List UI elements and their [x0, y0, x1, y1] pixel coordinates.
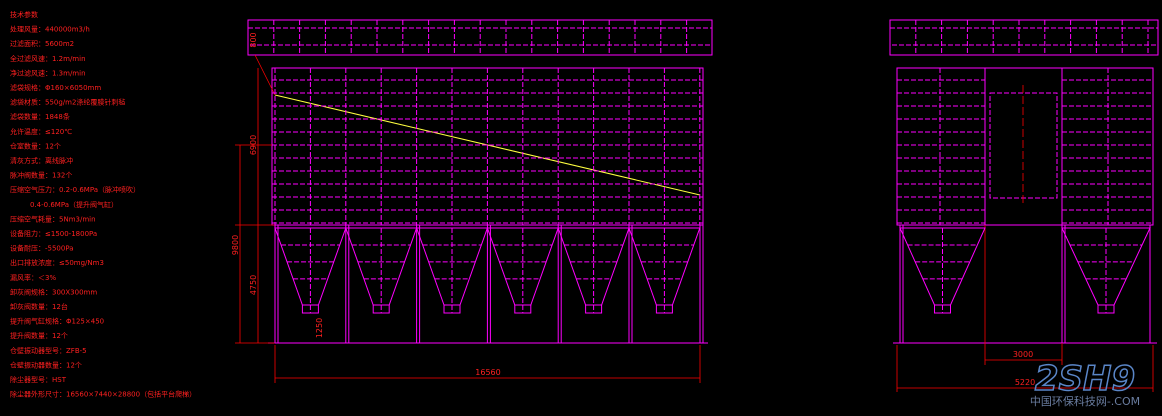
- spec-item: 清灰方式：离线脉冲: [10, 156, 73, 165]
- dim-total: 9800: [231, 235, 240, 255]
- door-frame: [984, 67, 1063, 226]
- bag-house: [896, 67, 1154, 226]
- spec-item: 过滤面积：5600m2: [10, 39, 74, 48]
- dimensions: 800 6900 9800 4750 1250 16560 3000 5220: [231, 32, 1154, 392]
- spec-item: 全过滤风速：1.2m/min: [10, 54, 86, 63]
- spec-item: 漏风率：＜3%: [10, 273, 56, 282]
- spec-item: 设备耐压：-5500Pa: [10, 244, 74, 253]
- spec-item: 净过滤风速：1.3m/min: [10, 68, 86, 77]
- roof-inner: [889, 27, 1159, 46]
- side-view: [889, 19, 1159, 344]
- spec-item: 仓壁振动器数量：12个: [10, 360, 82, 369]
- spec-item: 压缩空气压力：0.2-0.6MPa（脉冲喷吹）: [10, 185, 140, 194]
- dim-length: 16560: [475, 368, 500, 377]
- dim-hopper: 4750: [249, 275, 258, 295]
- door: [989, 92, 1058, 199]
- spec-title: 技术参数: [10, 10, 38, 19]
- spec-item: 脉冲阀数量：132个: [10, 171, 72, 180]
- dim-width: 5220: [1015, 378, 1035, 387]
- site: 中国环保科技网-.COM: [1030, 394, 1140, 408]
- spec-item: 卸灰阀数量：12台: [10, 302, 68, 311]
- front-view: [247, 19, 713, 344]
- dim-outlet: 1250: [315, 318, 324, 338]
- spec-item: 设备阻力：≤1500-1800Pa: [10, 229, 97, 238]
- spec-item: 处理风量：440000m3/h: [10, 25, 90, 34]
- spec-item: 提升阀数量：12个: [10, 331, 68, 340]
- spec-item: 滤袋规格：Φ160×6050mm: [10, 83, 101, 92]
- spec-item: 提升阀气缸规格：Φ125×450: [10, 317, 104, 326]
- roof: [889, 19, 1159, 56]
- spec-item: 压缩空气耗量：5Nm3/min: [10, 214, 96, 223]
- spec-item: 滤袋材质：550g/m2涤纶覆膜针刺毡: [10, 98, 125, 107]
- spec-item: 除尘器外形尺寸：16560×7440×28800（包括平台爬梯）: [10, 390, 196, 399]
- spec-item: 卸灰阀规格：300X300mm: [10, 287, 97, 296]
- spec-item: 仓室数量：12个: [10, 141, 61, 150]
- watermark: 2SH9 中国环保科技网-.COM: [1030, 358, 1140, 408]
- spec-item: 滤袋数量：1848条: [10, 112, 70, 121]
- spec-list: 处理风量：440000m3/h 过滤面积：5600m2 全过滤风速：1.2m/min…: [10, 25, 196, 399]
- spec-item: 仓壁振动器型号：ZFB-5: [10, 346, 87, 355]
- logo: 2SH9: [1035, 359, 1135, 399]
- spec-item: 除尘器型号：HST: [10, 375, 67, 384]
- spec-item: 出口排放浓度：≤50mg/Nm3: [10, 258, 104, 267]
- dim-top: 800: [249, 32, 258, 47]
- dim-door: 3000: [1013, 350, 1033, 359]
- spec-item: 0.4-0.6MPa（提升阀气缸）: [30, 200, 118, 209]
- spec-item: 允许温度：≤120℃: [10, 127, 72, 136]
- dim-line: [254, 54, 276, 96]
- dim-bag: 6900: [249, 135, 258, 155]
